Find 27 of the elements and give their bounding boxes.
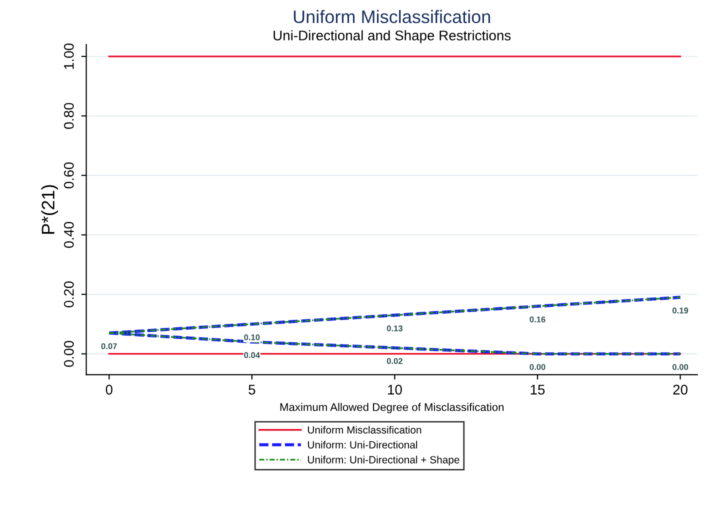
x-tick-label: 20 (673, 384, 688, 395)
data-label: 0.00 (530, 364, 546, 370)
y-tick-label: 0.80 (64, 102, 74, 129)
x-tick-label: 10 (388, 384, 402, 395)
chart-subtitle: Uni-Directional and Shape Restrictions (274, 30, 511, 44)
y-tick-label: 0.00 (64, 340, 74, 367)
data-label: 0.04 (244, 352, 260, 358)
x-tick-label: 0 (106, 384, 112, 395)
data-label: 0.07 (101, 343, 117, 350)
y-tick-label: 0.60 (64, 162, 74, 188)
data-label: 0.19 (672, 308, 688, 314)
data-label: 0.10 (244, 334, 260, 340)
y-tick-label: 1.00 (64, 43, 74, 69)
data-label: 0.02 (386, 358, 402, 364)
x-tick-label: 5 (248, 384, 256, 395)
x-tick-label: 15 (530, 384, 545, 395)
data-label: 0.00 (672, 364, 688, 370)
y-tick-label: 0.40 (64, 222, 74, 248)
legend-label: Uniform: Uni-Directional (308, 440, 418, 449)
y-axis-title: P*(21) (41, 185, 58, 234)
y-tick-label: 0.20 (64, 281, 74, 308)
data-label: 0.13 (386, 325, 403, 332)
data-label: 0.16 (530, 316, 546, 322)
legend-label: Uniform: Uni-Directional + Shape (308, 456, 460, 466)
x-axis-title: Maximum Allowed Degree of Misclassification (280, 402, 504, 414)
chart-title: Uniform Misclassification (294, 10, 490, 24)
legend-label: Uniform Misclassification (308, 426, 422, 434)
